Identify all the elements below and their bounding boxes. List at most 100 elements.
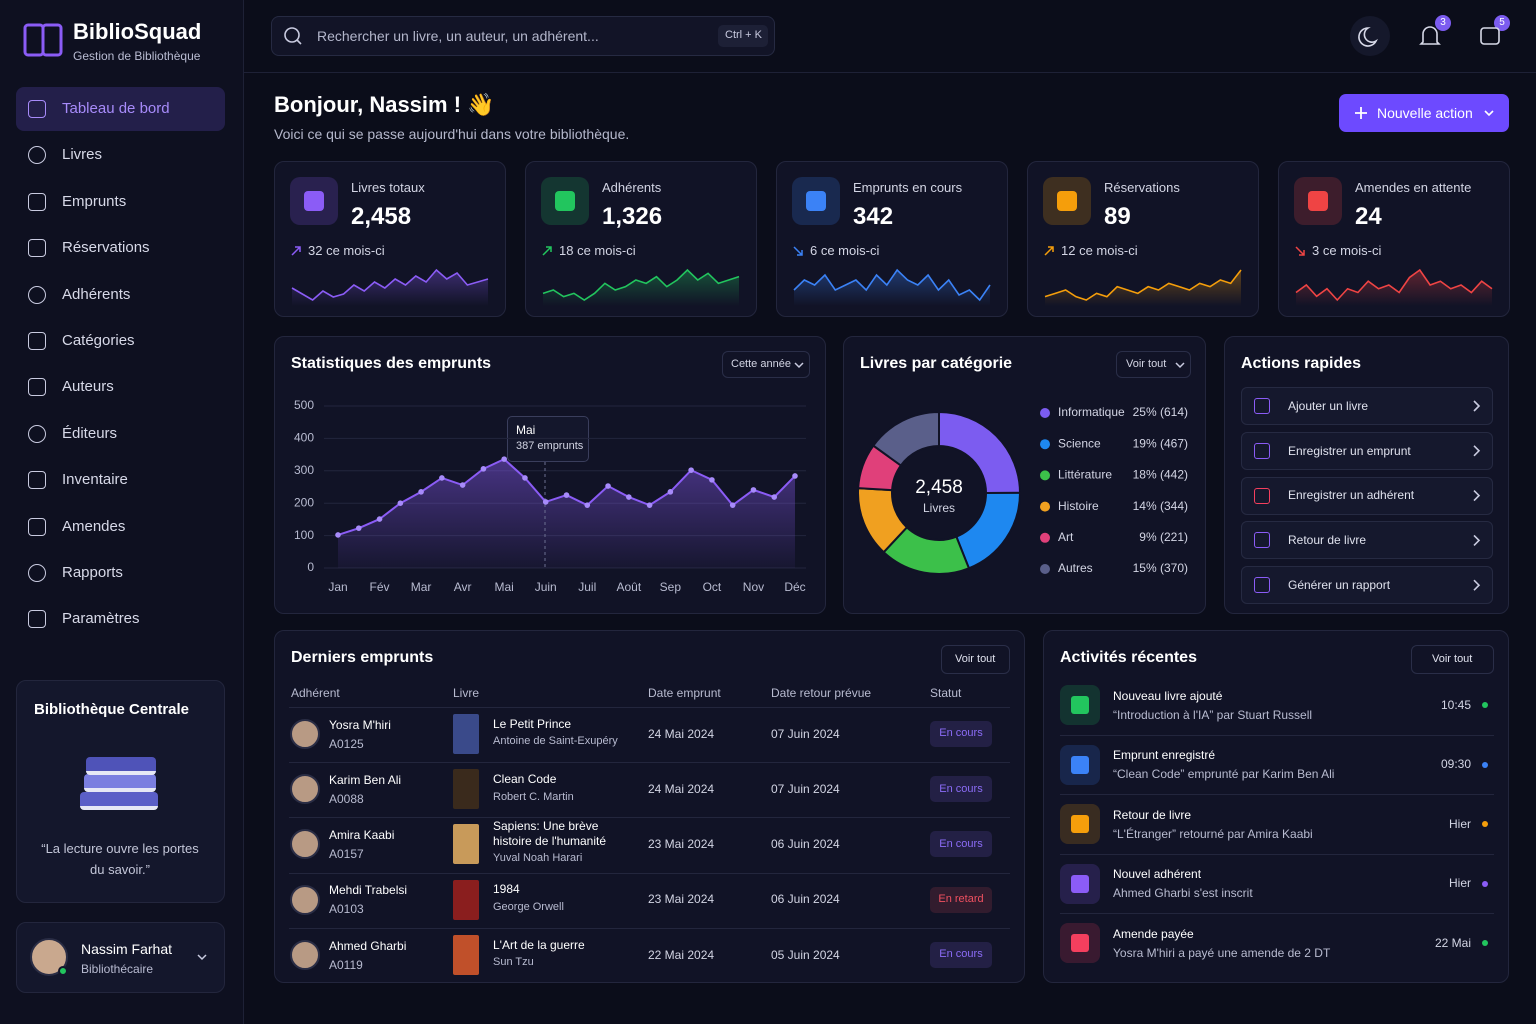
activity-title: Emprunt enregistré: [1113, 748, 1216, 763]
period-label: Cette année: [731, 358, 791, 371]
activity-glyph: [1071, 934, 1089, 952]
tooltip-text: 387 emprunts: [516, 440, 584, 453]
book-cover: [453, 934, 479, 975]
due-date: 07 Juin 2024: [771, 726, 840, 741]
activity-text: Ahmed Gharbi s'est inscrit: [1113, 886, 1253, 901]
due-date: 06 Juin 2024: [771, 892, 840, 907]
activity-glyph: [1071, 755, 1089, 774]
theme-toggle[interactable]: [1350, 16, 1390, 56]
nav-item[interactable]: Emprunts: [62, 192, 127, 210]
loans-title: Derniers emprunts: [291, 649, 434, 667]
tooltip-title: Mai: [516, 422, 536, 437]
badge-count: 3: [1440, 17, 1446, 28]
activities-button-label: Voir tout: [1432, 653, 1473, 666]
loans-button[interactable]: [941, 645, 1010, 674]
online-dot: [58, 966, 68, 976]
quick-action[interactable]: [1241, 566, 1493, 605]
quick-icon: [1254, 487, 1270, 504]
activity-title: Amende payée: [1113, 926, 1194, 941]
stat-delta: 6 ce mois-ci: [810, 243, 880, 259]
quick-action[interactable]: [1241, 521, 1493, 560]
due-date: 06 Juin 2024: [771, 837, 840, 852]
nav-icon: [28, 517, 46, 536]
nav-item[interactable]: Éditeurs: [62, 424, 118, 442]
nav-item[interactable]: Paramètres: [62, 610, 140, 628]
nav-item[interactable]: Catégories: [62, 332, 135, 349]
nav-item[interactable]: Rapports: [62, 564, 123, 581]
book-title: Sapiens: Une brève histoire de l'humanit…: [493, 819, 607, 849]
quick-action[interactable]: [1241, 476, 1493, 515]
stat-label: Amendes en attente: [1355, 180, 1472, 196]
quick-action[interactable]: [1241, 387, 1493, 425]
member-name: Ahmed Gharbi: [329, 938, 407, 953]
stat-delta: 3 ce mois-ci: [1312, 243, 1382, 259]
brand-subtitle: Gestion de Bibliothèque: [73, 48, 201, 63]
status: En retard: [938, 893, 984, 905]
column-header: Date emprunt: [648, 685, 721, 700]
period-dropdown[interactable]: [722, 351, 810, 378]
category-button[interactable]: [1116, 351, 1191, 378]
avatar: [290, 719, 320, 749]
row-divider: [289, 762, 1010, 764]
activity-glyph: [1071, 874, 1089, 893]
quick-action[interactable]: [1241, 431, 1493, 470]
stat-value: 24: [1355, 202, 1382, 230]
badge: [1494, 15, 1510, 31]
avatar: [290, 884, 320, 915]
activities-button[interactable]: [1411, 645, 1494, 674]
activity-dot: [1482, 702, 1488, 708]
member-id: A0119: [329, 957, 363, 972]
nav-item[interactable]: Amendes: [62, 517, 126, 535]
member-name: Karim Ben Ali: [329, 773, 402, 787]
activity-divider: [1060, 734, 1494, 736]
book-author: George Orwell: [493, 901, 564, 913]
stat-value: 342: [853, 202, 894, 230]
row-divider: [289, 817, 1010, 819]
nav-item[interactable]: Inventaire: [62, 471, 128, 489]
member-id: A0103: [329, 902, 364, 917]
activity-time: Hier: [1448, 876, 1471, 891]
nav-icon: [28, 332, 46, 350]
book-illustration: [84, 774, 156, 792]
avatar: [290, 829, 320, 860]
nav-item[interactable]: Réservations: [62, 239, 150, 257]
quick-title: Actions rapides: [1241, 355, 1362, 373]
stat-icon-glyph: [555, 191, 575, 211]
library-title: Bibliothèque Centrale: [34, 701, 190, 718]
status-pill: [930, 721, 992, 747]
nav-item[interactable]: Auteurs: [62, 378, 114, 396]
member-id: A0088: [329, 792, 364, 806]
activity-divider: [1060, 853, 1494, 855]
nav-item[interactable]: Tableau de bord: [62, 100, 170, 117]
book-cover: [453, 769, 479, 810]
action-button[interactable]: [1339, 94, 1509, 132]
member-id: A0157: [329, 847, 364, 862]
avatar: [290, 774, 320, 805]
status-pill: [930, 776, 992, 803]
stat-label: Livres totaux: [351, 180, 425, 196]
nav-active-bg[interactable]: [16, 87, 225, 131]
nav-icon: [28, 100, 46, 118]
stat-icon-glyph: [806, 191, 826, 211]
borrow-title: Statistiques des emprunts: [291, 355, 492, 373]
activity-time: 09:30: [1440, 757, 1471, 772]
book-cover: [453, 824, 479, 865]
activities-title: Activités récentes: [1060, 649, 1197, 667]
activities-card: [1043, 630, 1509, 983]
stat-delta: 32 ce mois-ci: [308, 243, 385, 259]
row-divider: [289, 927, 1010, 929]
nav-item[interactable]: Livres: [62, 146, 103, 164]
activity-title: Nouveau livre ajouté: [1113, 688, 1223, 703]
loans-card: [274, 630, 1025, 983]
quick-label: Retour de livre: [1288, 533, 1367, 548]
book-illustration: [86, 757, 156, 775]
search-box[interactable]: [271, 16, 775, 56]
stat-icon-glyph: [1308, 191, 1328, 211]
column-header: Adhérent: [291, 685, 340, 700]
nav-item[interactable]: Adhérents: [62, 285, 131, 303]
nav-icon: [28, 378, 46, 397]
stat-label: Adhérents: [602, 180, 662, 196]
nav-icon: [28, 471, 46, 490]
activity-glyph: [1071, 696, 1089, 714]
user-name: Nassim Farhat: [81, 940, 173, 957]
